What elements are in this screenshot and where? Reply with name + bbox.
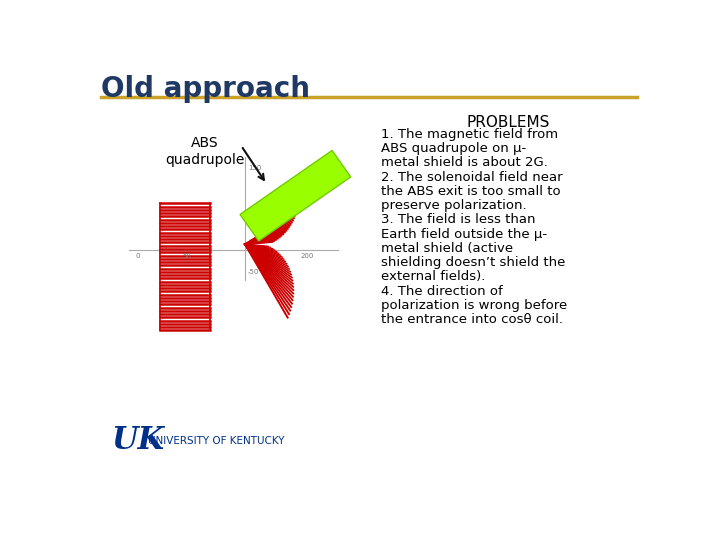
Text: -50: -50 [248, 269, 259, 275]
Text: 150: 150 [248, 165, 261, 171]
Text: metal shield (active: metal shield (active [381, 242, 513, 255]
Text: 4. The direction of: 4. The direction of [381, 285, 503, 298]
Text: external fields).: external fields). [381, 271, 485, 284]
Text: 2. The solenoidal field near: 2. The solenoidal field near [381, 171, 562, 184]
Text: 1. The magnetic field from: 1. The magnetic field from [381, 128, 558, 141]
Text: shielding doesn’t shield the: shielding doesn’t shield the [381, 256, 565, 269]
Text: polarization is wrong before: polarization is wrong before [381, 299, 567, 312]
Text: 200: 200 [300, 253, 314, 259]
Polygon shape [240, 151, 351, 241]
Text: ABS
quadrupole: ABS quadrupole [165, 137, 244, 167]
Text: Earth field outside the μ-: Earth field outside the μ- [381, 228, 546, 241]
Text: preserve polarization.: preserve polarization. [381, 199, 526, 212]
Text: the ABS exit is too small to: the ABS exit is too small to [381, 185, 560, 198]
Text: UK: UK [112, 425, 165, 456]
Text: ABS quadrupole on μ-: ABS quadrupole on μ- [381, 142, 526, 155]
Text: PROBLEMS: PROBLEMS [467, 115, 550, 130]
Text: 50: 50 [182, 253, 192, 259]
Text: UNIVERSITY OF KENTUCKY: UNIVERSITY OF KENTUCKY [148, 436, 284, 446]
Text: 0: 0 [136, 253, 140, 259]
Text: u: u [248, 238, 253, 244]
Text: Old approach: Old approach [101, 75, 310, 103]
Text: 3. The field is less than: 3. The field is less than [381, 213, 535, 226]
Text: the entrance into cosθ coil.: the entrance into cosθ coil. [381, 313, 562, 326]
Text: metal shield is about 2G.: metal shield is about 2G. [381, 157, 547, 170]
